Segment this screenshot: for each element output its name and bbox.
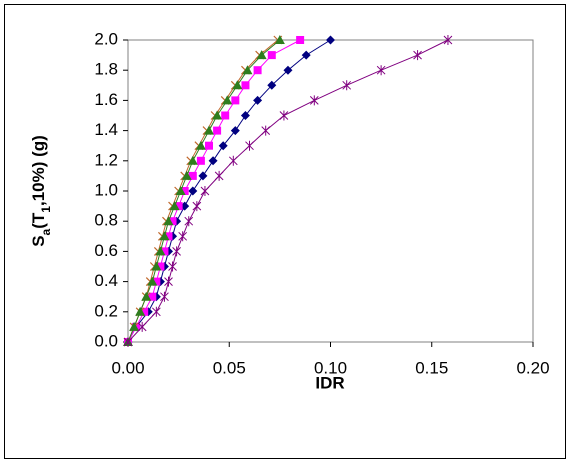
point	[256, 50, 267, 60]
point	[180, 187, 189, 195]
point	[181, 170, 192, 180]
point	[309, 95, 319, 106]
point	[169, 201, 180, 211]
point	[326, 35, 335, 45]
point	[192, 201, 202, 212]
point	[296, 36, 305, 44]
point	[376, 65, 386, 76]
point	[242, 65, 253, 75]
point	[174, 202, 183, 211]
point	[163, 216, 174, 226]
point	[123, 337, 133, 347]
point	[164, 232, 173, 241]
point	[129, 321, 140, 331]
point	[413, 50, 422, 61]
point	[200, 186, 210, 196]
x-tick-label: 0.00	[111, 358, 144, 377]
point	[253, 66, 262, 75]
point	[222, 95, 233, 105]
y-label-part: S	[29, 235, 48, 246]
point	[208, 156, 218, 166]
y-label-part: ,10%) (g)	[29, 135, 48, 206]
point	[240, 111, 250, 120]
point	[212, 110, 223, 120]
point	[151, 306, 161, 317]
point	[187, 155, 198, 165]
y-label-sub: 1	[39, 206, 53, 213]
point	[175, 186, 186, 195]
point	[168, 217, 177, 226]
point	[245, 140, 254, 151]
point	[178, 231, 188, 242]
point	[221, 111, 230, 120]
x-tick-label: 0.15	[415, 358, 448, 377]
point	[283, 65, 293, 75]
point	[159, 231, 170, 241]
point	[218, 141, 228, 151]
point	[241, 81, 250, 90]
y-tick-label: 0.2	[94, 301, 118, 320]
x-tick-label: 0.20	[516, 358, 549, 377]
point	[160, 247, 169, 256]
y-tick-label: 1.4	[94, 120, 118, 139]
point	[230, 126, 240, 136]
y-tick-label: 0.0	[94, 331, 118, 350]
point	[156, 262, 165, 271]
x-tick-label: 0.05	[213, 358, 246, 377]
point	[196, 156, 205, 165]
point	[172, 246, 181, 257]
point	[443, 35, 453, 45]
point	[152, 277, 161, 286]
point	[228, 155, 238, 166]
point	[214, 170, 224, 181]
point	[160, 291, 169, 302]
point	[253, 95, 263, 105]
point	[198, 171, 208, 181]
point	[137, 321, 147, 332]
point	[147, 276, 158, 286]
y-label-part: (T	[29, 212, 48, 229]
y-tick-label: 0.8	[94, 211, 118, 230]
y-label-sub: a	[39, 228, 53, 235]
point	[164, 276, 173, 287]
point	[195, 140, 206, 150]
point	[267, 80, 277, 90]
y-tick-label: 1.0	[94, 180, 118, 199]
point	[141, 291, 152, 301]
point	[279, 110, 289, 121]
point	[188, 186, 198, 196]
point	[232, 80, 243, 90]
point	[140, 307, 149, 316]
y-tick-label: 1.8	[94, 60, 118, 79]
point	[151, 261, 162, 271]
point	[231, 96, 240, 105]
x-tick-label: 0.10	[314, 358, 347, 377]
point	[204, 125, 214, 135]
y-tick-label: 0.6	[94, 241, 118, 260]
y-axis-label: Sa(T1,10%) (g)	[29, 135, 53, 247]
point	[135, 306, 146, 316]
chart-frame	[4, 4, 566, 459]
point	[274, 35, 285, 44]
point	[267, 51, 276, 60]
point	[184, 216, 194, 227]
y-tick-label: 0.4	[94, 271, 118, 290]
y-tick-label: 2.0	[94, 29, 118, 48]
x-axis-label: IDR	[315, 373, 344, 392]
y-tick-label: 1.6	[94, 90, 118, 109]
point	[261, 125, 271, 136]
point	[342, 80, 352, 91]
point	[168, 261, 177, 272]
point	[148, 292, 157, 301]
point	[205, 141, 213, 150]
point	[301, 50, 311, 60]
y-tick-label: 1.2	[94, 150, 118, 169]
point	[155, 246, 166, 256]
point	[188, 171, 197, 180]
point	[213, 126, 222, 135]
